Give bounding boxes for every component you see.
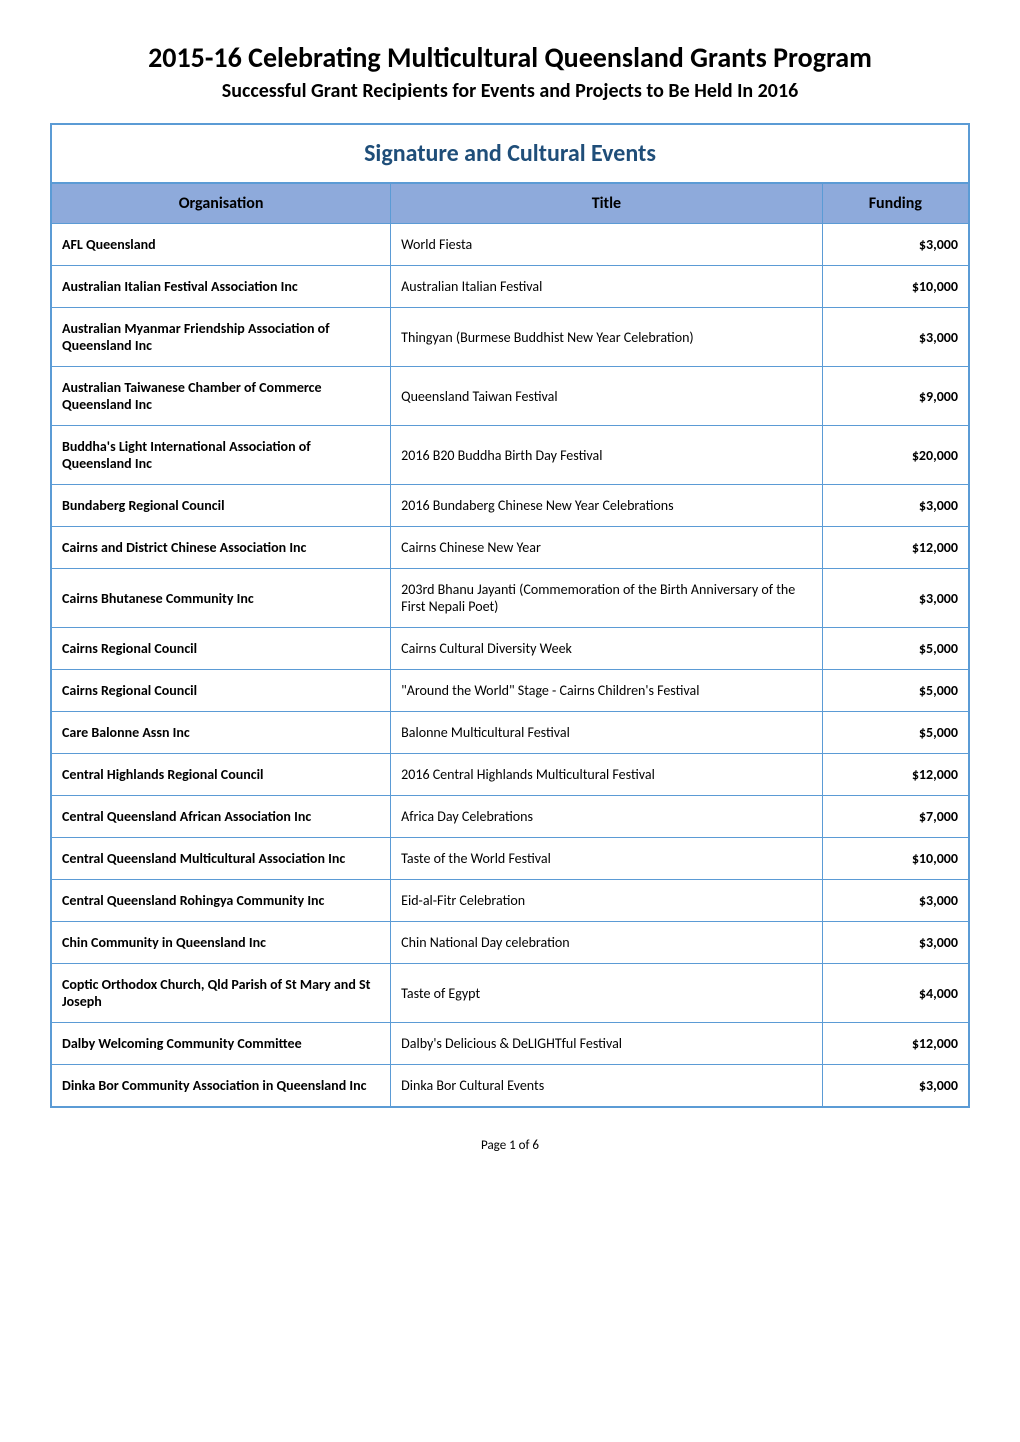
cell-organisation: Cairns Bhutanese Community Inc (51, 569, 391, 628)
cell-title: Australian Italian Festival (391, 266, 822, 308)
cell-funding: $12,000 (822, 754, 969, 796)
table-row: Central Queensland African Association I… (51, 796, 969, 838)
cell-funding: $5,000 (822, 628, 969, 670)
cell-organisation: Buddha's Light International Association… (51, 426, 391, 485)
cell-funding: $5,000 (822, 712, 969, 754)
cell-funding: $3,000 (822, 224, 969, 266)
cell-organisation: Care Balonne Assn Inc (51, 712, 391, 754)
cell-organisation: Central Queensland African Association I… (51, 796, 391, 838)
cell-funding: $4,000 (822, 964, 969, 1023)
col-header-title: Title (391, 183, 822, 224)
table-row: Coptic Orthodox Church, Qld Parish of St… (51, 964, 969, 1023)
cell-organisation: Central Highlands Regional Council (51, 754, 391, 796)
cell-funding: $9,000 (822, 367, 969, 426)
grants-table: Signature and Cultural Events Organisati… (50, 123, 970, 1108)
cell-title: Cairns Chinese New Year (391, 527, 822, 569)
cell-organisation: AFL Queensland (51, 224, 391, 266)
cell-organisation: Australian Myanmar Friendship Associatio… (51, 308, 391, 367)
cell-funding: $3,000 (822, 485, 969, 527)
cell-title: Dinka Bor Cultural Events (391, 1065, 822, 1108)
cell-title: World Fiesta (391, 224, 822, 266)
cell-organisation: Dalby Welcoming Community Committee (51, 1023, 391, 1065)
table-row: Cairns Regional CouncilCairns Cultural D… (51, 628, 969, 670)
section-header: Signature and Cultural Events (51, 124, 969, 183)
cell-title: Thingyan (Burmese Buddhist New Year Cele… (391, 308, 822, 367)
table-row: Australian Italian Festival Association … (51, 266, 969, 308)
cell-organisation: Central Queensland Multicultural Associa… (51, 838, 391, 880)
cell-title: 2016 Bundaberg Chinese New Year Celebrat… (391, 485, 822, 527)
cell-title: Cairns Cultural Diversity Week (391, 628, 822, 670)
table-row: Care Balonne Assn IncBalonne Multicultur… (51, 712, 969, 754)
cell-organisation: Bundaberg Regional Council (51, 485, 391, 527)
cell-funding: $5,000 (822, 670, 969, 712)
subtitle: Successful Grant Recipients for Events a… (50, 79, 970, 103)
cell-title: Taste of the World Festival (391, 838, 822, 880)
cell-title: Africa Day Celebrations (391, 796, 822, 838)
table-row: Dinka Bor Community Association in Queen… (51, 1065, 969, 1108)
cell-funding: $3,000 (822, 1065, 969, 1108)
cell-organisation: Cairns Regional Council (51, 628, 391, 670)
table-row: Australian Taiwanese Chamber of Commerce… (51, 367, 969, 426)
cell-title: "Around the World" Stage - Cairns Childr… (391, 670, 822, 712)
cell-funding: $12,000 (822, 527, 969, 569)
table-row: Central Highlands Regional Council2016 C… (51, 754, 969, 796)
cell-funding: $3,000 (822, 880, 969, 922)
table-row: Buddha's Light International Association… (51, 426, 969, 485)
col-header-funding: Funding (822, 183, 969, 224)
cell-title: 2016 B20 Buddha Birth Day Festival (391, 426, 822, 485)
cell-title: 203rd Bhanu Jayanti (Commemoration of th… (391, 569, 822, 628)
page-footer: Page 1 of 6 (50, 1138, 970, 1153)
table-row: Bundaberg Regional Council2016 Bundaberg… (51, 485, 969, 527)
cell-funding: $10,000 (822, 266, 969, 308)
cell-organisation: Australian Italian Festival Association … (51, 266, 391, 308)
cell-funding: $3,000 (822, 922, 969, 964)
cell-organisation: Central Queensland Rohingya Community In… (51, 880, 391, 922)
cell-funding: $12,000 (822, 1023, 969, 1065)
cell-title: Queensland Taiwan Festival (391, 367, 822, 426)
cell-title: Eid-al-Fitr Celebration (391, 880, 822, 922)
table-row: Chin Community in Queensland IncChin Nat… (51, 922, 969, 964)
table-row: Cairns and District Chinese Association … (51, 527, 969, 569)
cell-organisation: Dinka Bor Community Association in Queen… (51, 1065, 391, 1108)
table-row: Cairns Regional Council"Around the World… (51, 670, 969, 712)
cell-funding: $10,000 (822, 838, 969, 880)
table-row: AFL QueenslandWorld Fiesta$3,000 (51, 224, 969, 266)
table-row: Dalby Welcoming Community CommitteeDalby… (51, 1023, 969, 1065)
table-row: Australian Myanmar Friendship Associatio… (51, 308, 969, 367)
table-row: Central Queensland Multicultural Associa… (51, 838, 969, 880)
cell-title: Taste of Egypt (391, 964, 822, 1023)
cell-organisation: Chin Community in Queensland Inc (51, 922, 391, 964)
main-title: 2015-16 Celebrating Multicultural Queens… (50, 40, 970, 75)
cell-organisation: Australian Taiwanese Chamber of Commerce… (51, 367, 391, 426)
cell-organisation: Cairns and District Chinese Association … (51, 527, 391, 569)
cell-title: Balonne Multicultural Festival (391, 712, 822, 754)
table-row: Central Queensland Rohingya Community In… (51, 880, 969, 922)
cell-organisation: Cairns Regional Council (51, 670, 391, 712)
cell-funding: $7,000 (822, 796, 969, 838)
cell-funding: $3,000 (822, 569, 969, 628)
cell-title: Chin National Day celebration (391, 922, 822, 964)
cell-funding: $3,000 (822, 308, 969, 367)
cell-organisation: Coptic Orthodox Church, Qld Parish of St… (51, 964, 391, 1023)
col-header-org: Organisation (51, 183, 391, 224)
cell-title: 2016 Central Highlands Multicultural Fes… (391, 754, 822, 796)
cell-title: Dalby's Delicious & DeLIGHTful Festival (391, 1023, 822, 1065)
table-row: Cairns Bhutanese Community Inc203rd Bhan… (51, 569, 969, 628)
cell-funding: $20,000 (822, 426, 969, 485)
